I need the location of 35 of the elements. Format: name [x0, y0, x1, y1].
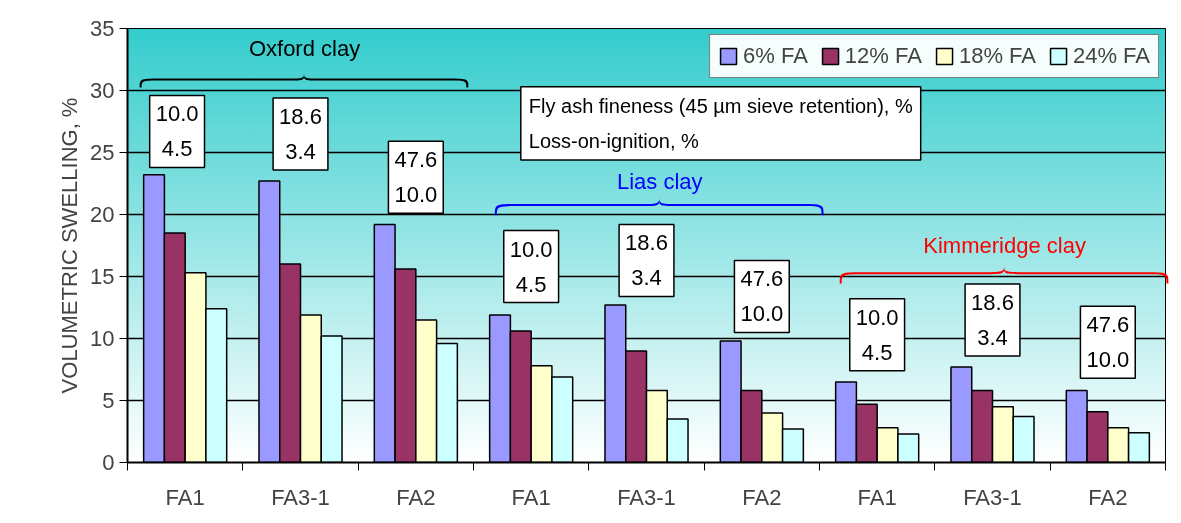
x-tick-label: FA3-1 — [617, 484, 676, 510]
y-tick-label: 30 — [90, 78, 115, 103]
annotation: 18.6 3.4 — [625, 230, 668, 291]
x-tick-label: FA2 — [1088, 484, 1128, 510]
x-tick-label: FA3-1 — [271, 484, 330, 510]
y-tick-label: 5 — [102, 388, 115, 413]
x-tick-label: FA2 — [742, 484, 782, 510]
y-axis-title: VOLUMETRIC SWELLING, % — [57, 97, 83, 394]
annotation: Lias clay — [616, 168, 703, 194]
annotation: 18.6 3.4 — [971, 289, 1014, 350]
y-tick-label: 20 — [90, 202, 115, 227]
annotation: 10.0 4.5 — [155, 101, 199, 162]
y-tick-label: 10 — [90, 326, 115, 351]
y-tick-label: 15 — [90, 264, 115, 289]
legend-label: 12% FA — [844, 43, 922, 69]
x-tick-label: FA3-1 — [963, 484, 1022, 510]
annotation: 18.6 3.4 — [279, 103, 322, 164]
y-tick-label: 35 — [90, 16, 115, 41]
legend-label: 6% FA — [743, 43, 808, 69]
annotation: Oxford clay — [248, 35, 361, 61]
legend-label: 24% FA — [1072, 43, 1150, 69]
annotation: Fly ash fineness (45 µm sieve retention), % Loss-on-ignition, % — [528, 94, 913, 152]
legend-label: 18% FA — [958, 43, 1036, 69]
x-tick-label: FA1 — [511, 484, 551, 510]
y-tick-label: 25 — [90, 140, 115, 165]
x-tick-label: FA1 — [857, 484, 897, 510]
x-tick-label: FA1 — [165, 484, 205, 510]
annotation: Kimmeridge clay — [923, 233, 1086, 258]
annotation: 47.6 10.0 — [740, 266, 784, 327]
annotation: 10.0 4.5 — [855, 304, 899, 365]
y-tick-label: 0 — [102, 450, 115, 475]
annotation: 10.0 4.5 — [509, 236, 553, 297]
annotation: 47.6 10.0 — [394, 147, 438, 208]
x-tick-label: FA2 — [396, 484, 436, 510]
annotation: 47.6 10.0 — [1086, 312, 1130, 373]
